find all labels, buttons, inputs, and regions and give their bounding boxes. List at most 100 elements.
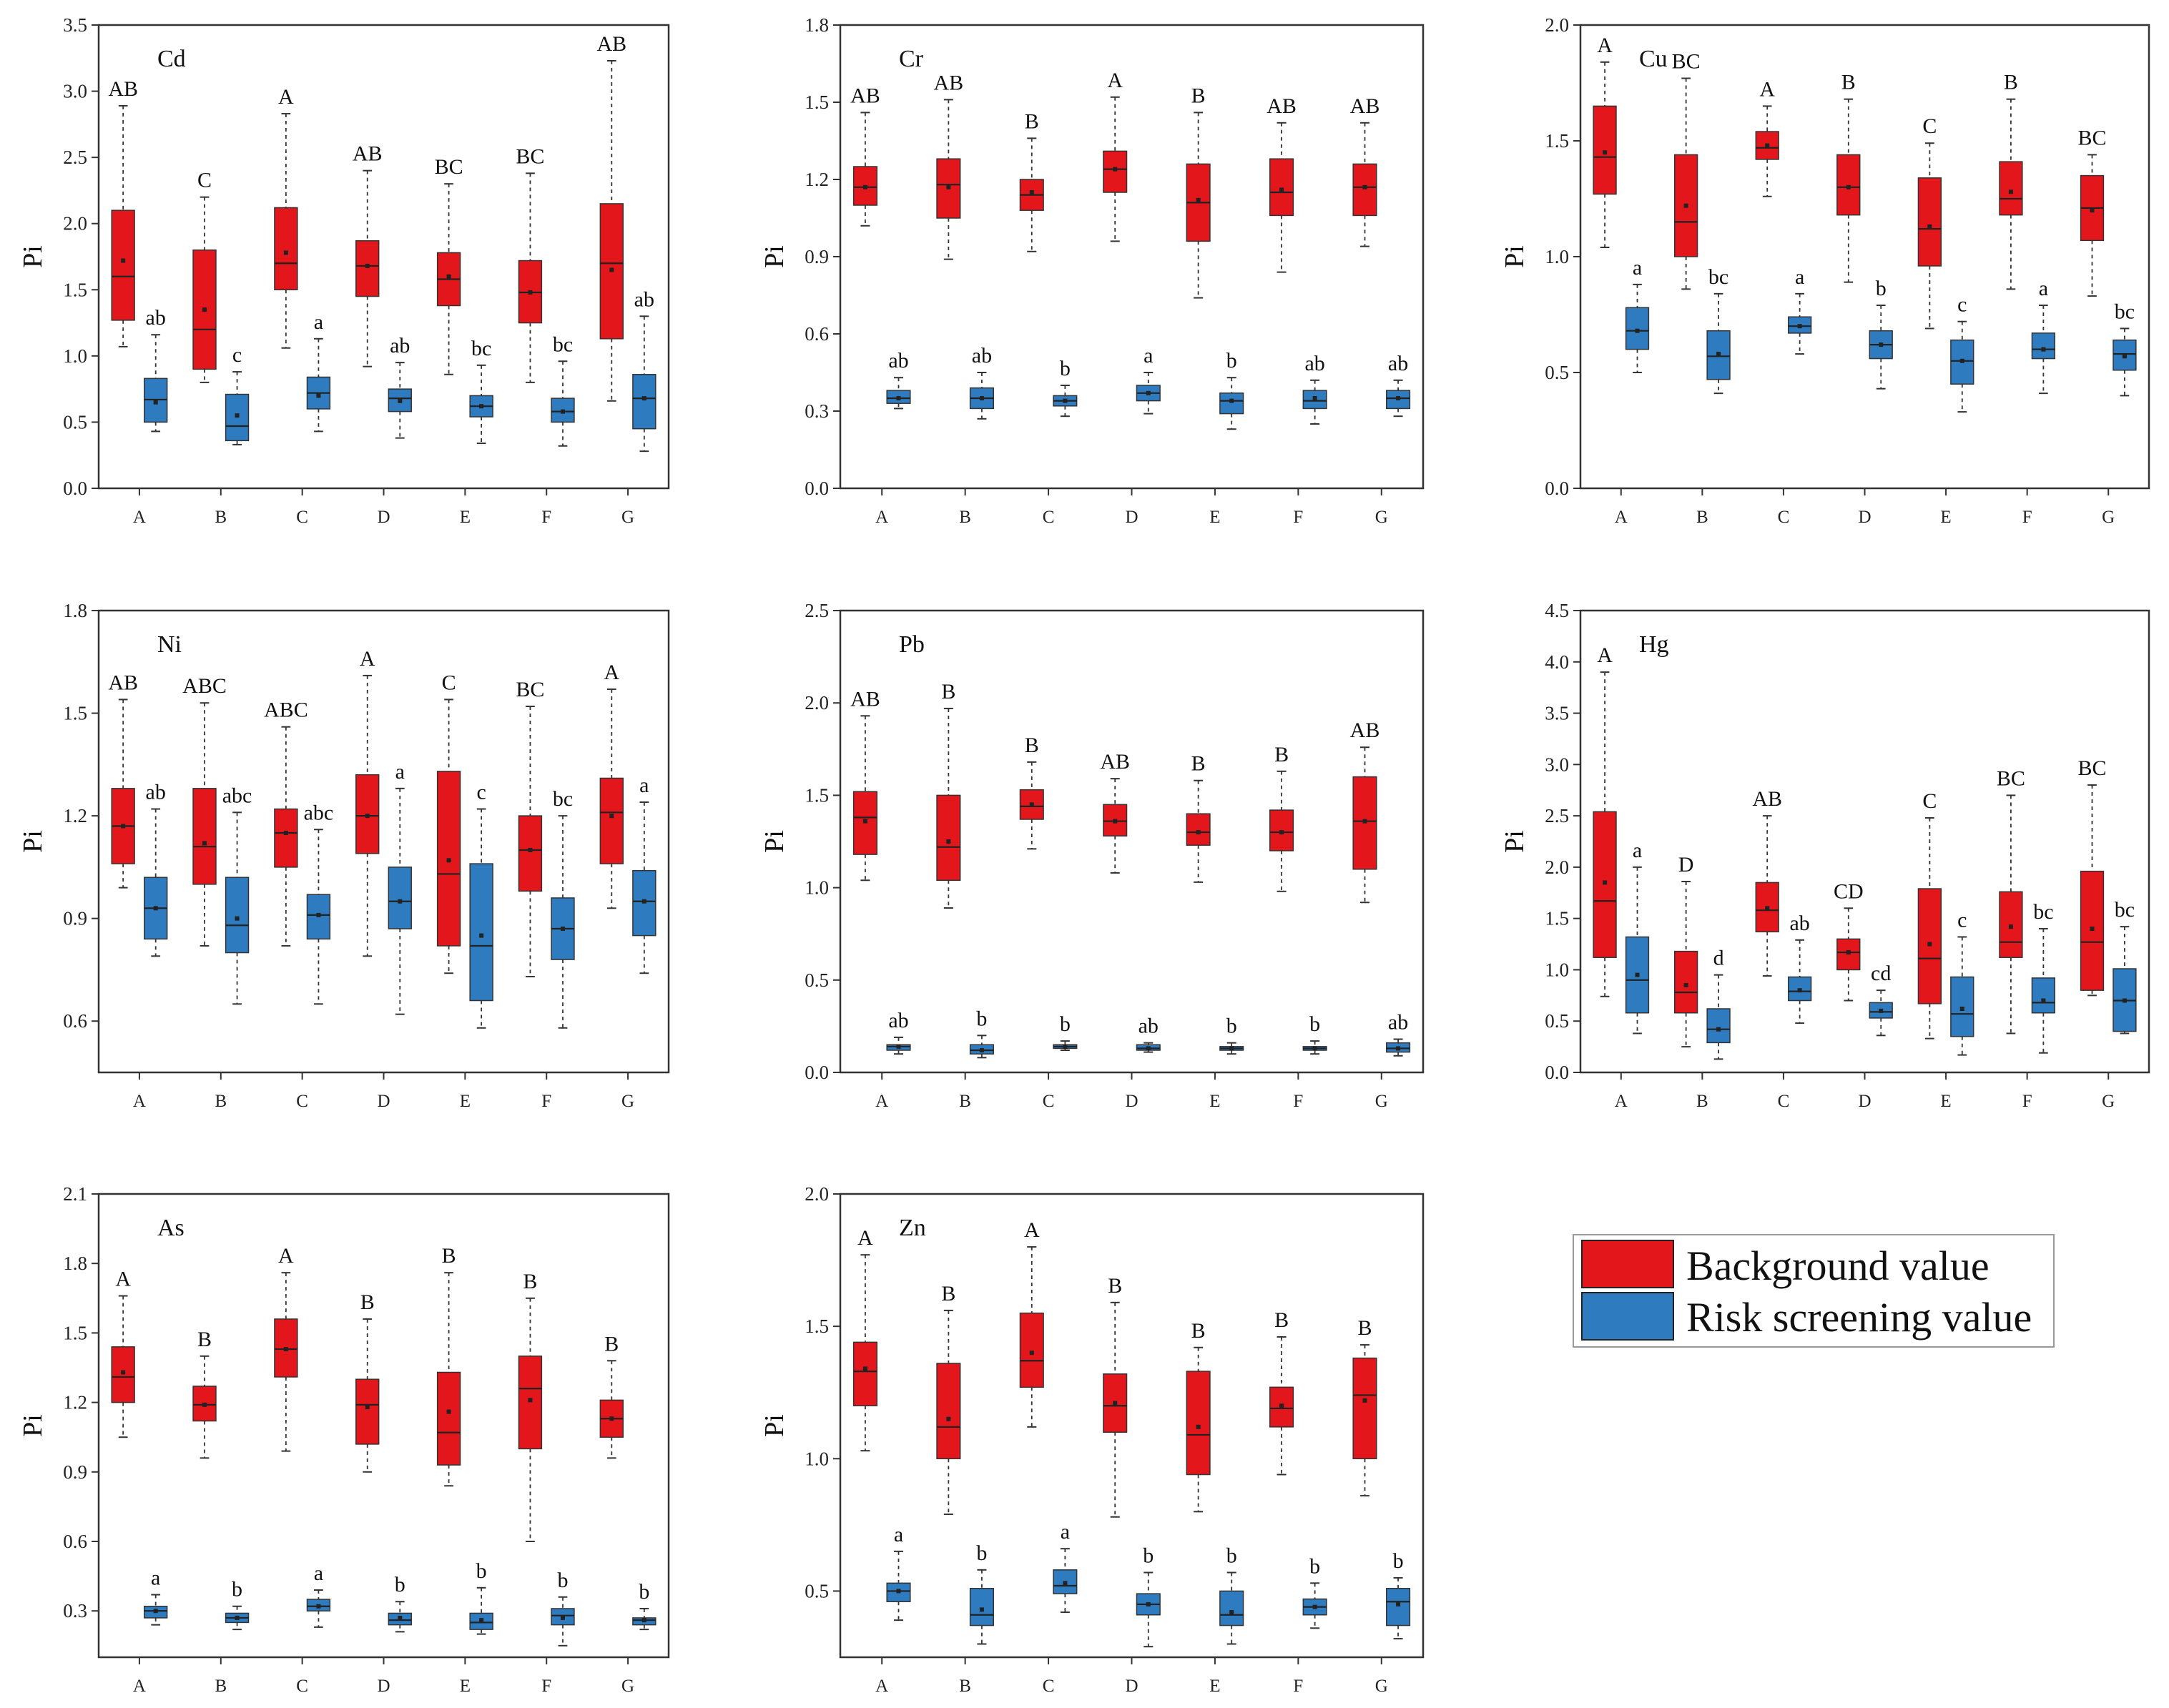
panel-title: Pb <box>899 631 925 658</box>
box-mean <box>479 404 484 409</box>
y-tick-label: 1.5 <box>805 92 829 113</box>
box-mean <box>1846 184 1851 189</box>
plot-frame <box>839 24 1425 490</box>
box-background <box>1999 891 2023 958</box>
panel-title: As <box>157 1215 185 1241</box>
plot-frame <box>1579 609 2150 1074</box>
panel-title: Cr <box>899 46 924 72</box>
x-tick-label: G <box>621 1092 634 1111</box>
box-background <box>1103 150 1128 193</box>
box-risk <box>469 863 493 1002</box>
group-letter: A <box>1107 69 1123 92</box>
group-letter: a <box>1633 256 1642 280</box>
group-letter: C <box>442 671 456 694</box>
box-background <box>518 1356 543 1450</box>
y-tick-label: 1.5 <box>63 279 87 300</box>
box-mean <box>1362 1398 1367 1403</box>
x-tick-label: E <box>460 1677 471 1696</box>
box-mean <box>2008 189 2013 194</box>
group-letter: cd <box>1871 962 1891 985</box>
group-letter: BC <box>2077 126 2106 149</box>
y-tick-label: 0.0 <box>63 478 87 499</box>
box-mean <box>2041 347 2046 352</box>
x-tick-label: C <box>1043 1092 1055 1111</box>
x-tick-label: A <box>133 1092 146 1111</box>
group-letter: b <box>1876 277 1887 300</box>
group-letter: a <box>894 1523 903 1546</box>
y-tick-label: 0.0 <box>805 1062 829 1083</box>
panel-zn: 0.5 1.0 1.5 2.0 Pi Zn A B C D E F G A B A B B B Ba b a b b b b <box>759 1183 1425 1696</box>
box-background <box>936 794 961 882</box>
y-tick-label: 0.3 <box>63 1600 87 1621</box>
group-letter: AB <box>1350 719 1380 742</box>
box-mean <box>609 267 614 272</box>
box-mean <box>560 409 565 414</box>
box-mean <box>862 184 867 189</box>
legend-label-risk: Risk screening value <box>1686 1294 2032 1341</box>
y-tick-label: 1.0 <box>805 1448 829 1469</box>
box-risk <box>2113 339 2137 371</box>
group-letter: AB <box>353 142 383 166</box>
box-mean <box>2090 927 2095 932</box>
box-risk <box>1219 1590 1244 1626</box>
group-letter: a <box>314 1561 323 1585</box>
group-letter: B <box>1108 1274 1122 1298</box>
group-letter: B <box>1274 1308 1289 1332</box>
y-tick-label: 0.0 <box>805 478 829 499</box>
group-letter: AB <box>850 84 880 107</box>
x-tick-label: G <box>1375 1092 1388 1111</box>
group-letter: A <box>278 1244 294 1268</box>
group-letter: b <box>557 1569 568 1592</box>
group-letter: c <box>1957 293 1967 317</box>
x-tick-label: B <box>1696 1092 1708 1111</box>
y-tick-label: 1.5 <box>63 1322 87 1343</box>
y-tick-label: 2.5 <box>805 600 829 621</box>
group-letter: AB <box>596 32 626 56</box>
group-letter: ab <box>1789 912 1809 935</box>
group-letter: A <box>115 1268 131 1291</box>
y-tick-label: 0.5 <box>805 969 829 991</box>
box-mean <box>1063 398 1068 403</box>
y-tick-label: 1.5 <box>1545 130 1569 152</box>
y-tick-label: 2.0 <box>805 692 829 714</box>
x-tick-label: C <box>1778 1092 1790 1111</box>
box-mean <box>1063 1044 1068 1049</box>
x-tick-label: E <box>1209 1677 1220 1696</box>
x-tick-label: A <box>1615 508 1628 527</box>
group-letter: a <box>2039 277 2048 300</box>
group-letter: B <box>1274 743 1289 766</box>
group-letter: ab <box>634 287 654 311</box>
group-letter: BC <box>516 678 544 701</box>
group-letter: BC <box>1997 766 2025 790</box>
group-letter: c <box>476 781 486 804</box>
x-tick-label: B <box>959 508 971 527</box>
box-mean <box>1396 1601 1401 1606</box>
box-risk <box>1219 393 1244 415</box>
box-mean <box>1113 1401 1118 1406</box>
group-letter: AB <box>1350 94 1380 118</box>
box-mean <box>1959 358 1964 363</box>
x-tick-label: B <box>215 1092 227 1111</box>
y-tick-label: 1.0 <box>805 877 829 899</box>
box-mean <box>1396 1046 1401 1051</box>
box-mean <box>446 274 451 279</box>
box-mean <box>1196 1424 1201 1429</box>
group-letter: A <box>857 1226 873 1250</box>
box-mean <box>398 1615 403 1620</box>
box-mean <box>862 1366 867 1371</box>
panel-title: Hg <box>1639 631 1669 658</box>
x-tick-label: G <box>2102 508 2115 527</box>
box-mean <box>1229 1046 1234 1051</box>
y-tick-label: 0.3 <box>805 400 829 422</box>
group-letter: AB <box>1267 94 1297 118</box>
box-mean <box>446 858 451 863</box>
group-letter: D <box>1678 853 1694 877</box>
box-background <box>1673 950 1698 1014</box>
x-tick-label: F <box>1293 508 1303 527</box>
group-letter: ab <box>888 349 908 372</box>
x-tick-label: D <box>377 1092 390 1111</box>
box-background <box>192 788 217 885</box>
group-letter: c <box>1957 909 1967 932</box>
box-mean <box>946 184 951 189</box>
